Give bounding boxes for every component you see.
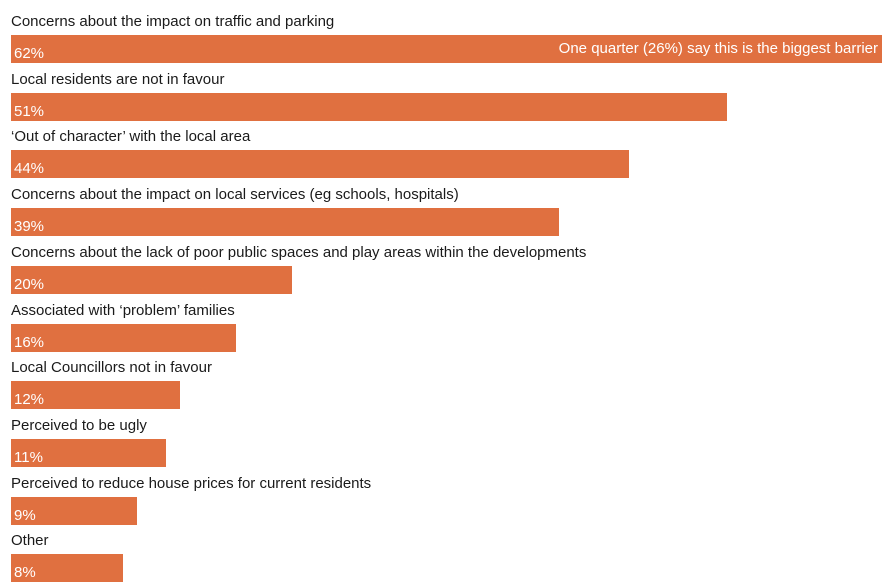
bar: 11%: [11, 438, 166, 467]
bar: 51%: [11, 92, 728, 121]
bar: 20%: [11, 265, 292, 294]
value-label: 9%: [14, 506, 36, 524]
category-label: Other: [11, 532, 49, 550]
category-label: Concerns about the lack of poor public s…: [11, 243, 587, 261]
category-label: Local Councillors not in favour: [11, 359, 212, 377]
value-label: 44%: [14, 160, 45, 178]
category-label: Perceived to be ugly: [11, 416, 147, 434]
bar: 12%: [11, 381, 180, 410]
bar: 9%: [11, 496, 138, 525]
bar: 8%: [11, 554, 124, 582]
value-label: 16%: [14, 333, 45, 351]
value-label: 51%: [14, 102, 45, 120]
category-label: Local residents are not in favour: [11, 70, 225, 88]
bar: 16%: [11, 323, 236, 352]
bar: 44%: [11, 150, 630, 179]
bar: 39%: [11, 208, 559, 237]
value-label: 8%: [14, 564, 36, 582]
category-label: Concerns about the impact on traffic and…: [11, 13, 335, 30]
value-label: 39%: [14, 218, 45, 236]
category-label: Concerns about the impact on local servi…: [11, 186, 459, 204]
bar-annotation: One quarter (26%) say this is the bigges…: [558, 40, 878, 57]
bar: 62% One quarter (26%) say this is the big…: [11, 35, 882, 63]
value-label: 20%: [14, 275, 45, 293]
value-label: 11%: [14, 448, 43, 466]
category-label: ‘Out of character’ with the local area: [11, 128, 251, 146]
value-label: 12%: [14, 391, 45, 409]
value-label: 62%: [14, 45, 45, 62]
category-label: Associated with ‘problem’ families: [11, 301, 235, 319]
category-label: Perceived to reduce house prices for cur…: [11, 474, 372, 492]
